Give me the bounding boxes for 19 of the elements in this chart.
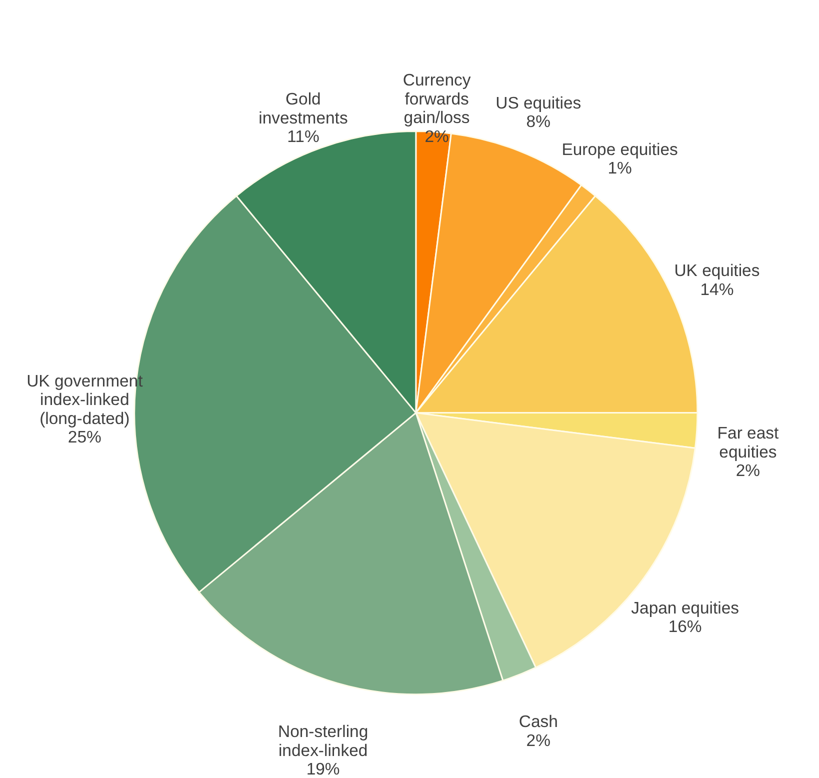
slice-label: Cash	[518, 712, 558, 732]
slice-label: Non-sterling index-linked	[278, 722, 368, 760]
data-label: 2%	[526, 730, 551, 750]
slice-label: Japan equities	[631, 598, 739, 618]
data-label: 2%	[736, 461, 760, 480]
data-label: 8%	[526, 112, 551, 132]
data-label: 14%	[700, 280, 734, 299]
data-label: 2%	[424, 126, 449, 146]
data-label: 25%	[68, 428, 102, 447]
slice-label: Gold investments	[258, 90, 348, 128]
slice-label: UK equities	[674, 261, 760, 280]
data-label: 1%	[608, 158, 632, 178]
slice-label: US equities	[496, 93, 582, 112]
data-label: 16%	[668, 617, 702, 636]
slice-label: Europe equities	[562, 140, 678, 159]
data-label: 19%	[306, 760, 340, 778]
slice-label: Far east equities	[717, 424, 779, 462]
slice-label: Currency forwards gain/loss	[402, 70, 472, 128]
data-label: 11%	[287, 127, 320, 146]
